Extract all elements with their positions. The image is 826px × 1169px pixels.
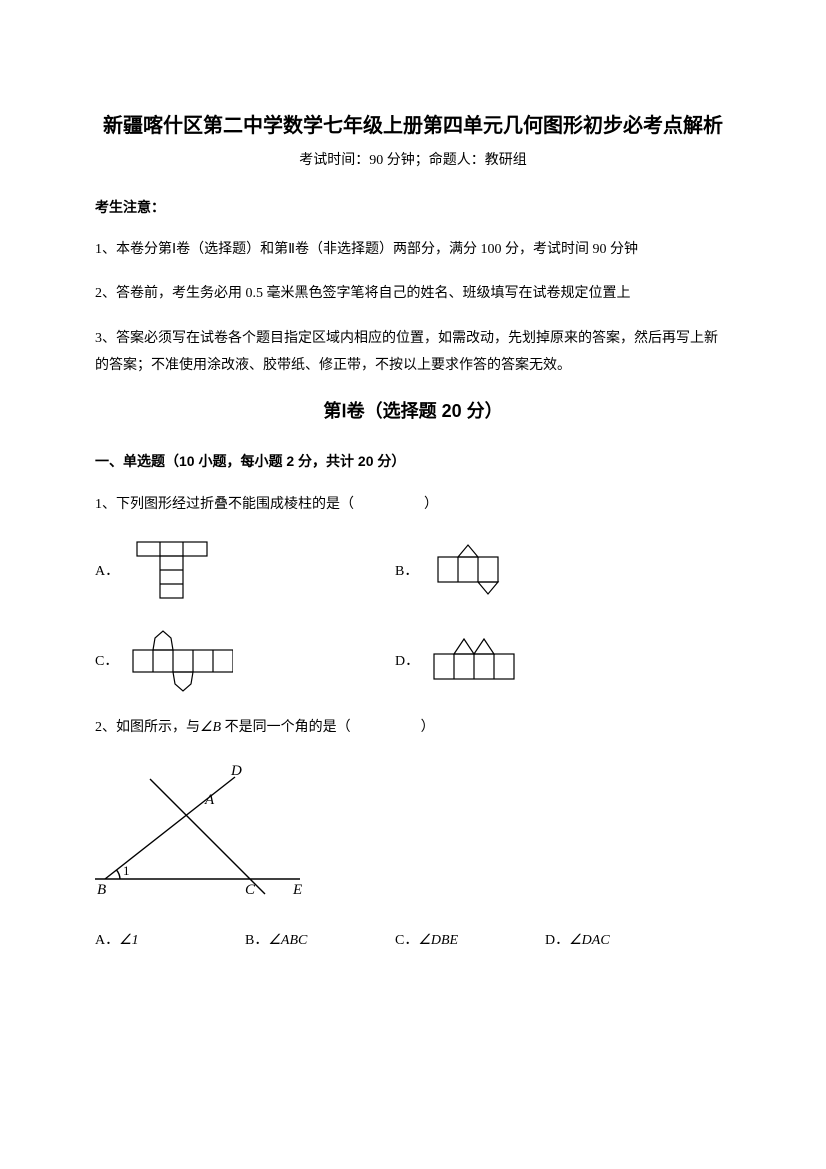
subsection-1: 一、单选题（10 小题，每小题 2 分，共计 20 分） bbox=[95, 450, 731, 472]
page-title: 新疆喀什区第二中学数学七年级上册第四单元几何图形初步必考点解析 bbox=[95, 110, 731, 142]
q2-opt-a-pre: A． bbox=[95, 933, 119, 948]
question-2-text: 2、如图所示，与∠B 不是同一个角的是（ ） bbox=[95, 717, 731, 739]
q1-options-row-2: C． D． bbox=[95, 627, 731, 697]
q2-label-a: A bbox=[204, 792, 215, 808]
q2-label-1: 1 bbox=[123, 863, 130, 878]
notice-1: 1、本卷分第Ⅰ卷（选择题）和第Ⅱ卷（非选择题）两部分，满分 100 分，考试时间… bbox=[95, 237, 731, 264]
q2-opt-b-pre: B． bbox=[245, 933, 268, 948]
exam-meta: 考试时间：90 分钟；命题人：教研组 bbox=[95, 150, 731, 172]
q1-option-d: D． bbox=[395, 634, 695, 689]
q2-opt-a: A．∠1 bbox=[95, 930, 245, 952]
q2-opt-a-val: ∠1 bbox=[119, 933, 139, 948]
q2-opt-c: C．∠DBE bbox=[395, 930, 545, 952]
q1-shape-a bbox=[129, 537, 219, 607]
q1-shape-c bbox=[128, 627, 233, 697]
q2-angle-b: ∠B bbox=[200, 720, 221, 735]
q2-text-post: 不是同一个角的是（ ） bbox=[221, 720, 435, 735]
notice-3: 3、答案必须写在试卷各个题目指定区域内相应的位置，如需改动，先划掉原来的答案，然… bbox=[95, 326, 731, 379]
q2-label-b: B bbox=[97, 882, 106, 898]
q1-options-row-1: A． B． bbox=[95, 537, 731, 607]
q1-shape-b bbox=[428, 542, 508, 602]
section-1-header: 第Ⅰ卷（选择题 20 分） bbox=[95, 397, 731, 426]
q1-opt-d-label: D． bbox=[395, 651, 419, 673]
q1-opt-a-label: A． bbox=[95, 561, 119, 583]
q2-opt-d-pre: D． bbox=[545, 933, 569, 948]
q2-opt-c-val: ∠DBE bbox=[418, 933, 458, 948]
q2-opt-d: D．∠DAC bbox=[545, 930, 695, 952]
q1-shape-d bbox=[429, 634, 524, 689]
q2-opt-d-val: ∠DAC bbox=[569, 933, 610, 948]
q2-label-d: D bbox=[230, 763, 242, 779]
q1-option-c: C． bbox=[95, 627, 395, 697]
q2-label-e: E bbox=[292, 882, 302, 898]
notice-2: 2、答卷前，考生务必用 0.5 毫米黑色签字笔将自己的姓名、班级填写在试卷规定位… bbox=[95, 281, 731, 308]
q2-opt-c-pre: C． bbox=[395, 933, 418, 948]
q1-option-b: B． bbox=[395, 542, 695, 602]
notice-header: 考生注意： bbox=[95, 196, 731, 218]
q2-text-pre: 2、如图所示，与 bbox=[95, 720, 200, 735]
q1-opt-b-label: B． bbox=[395, 561, 418, 583]
question-1-text: 1、下列图形经过折叠不能围成棱柱的是（ ） bbox=[95, 494, 731, 516]
q2-label-c: C bbox=[245, 882, 256, 898]
q2-opt-b-val: ∠ABC bbox=[268, 933, 307, 948]
q1-option-a: A． bbox=[95, 537, 395, 607]
q1-opt-c-label: C． bbox=[95, 651, 118, 673]
q2-diagram: D A B C E 1 bbox=[95, 759, 731, 907]
q2-options: A．∠1 B．∠ABC C．∠DBE D．∠DAC bbox=[95, 930, 731, 952]
q2-opt-b: B．∠ABC bbox=[245, 930, 395, 952]
